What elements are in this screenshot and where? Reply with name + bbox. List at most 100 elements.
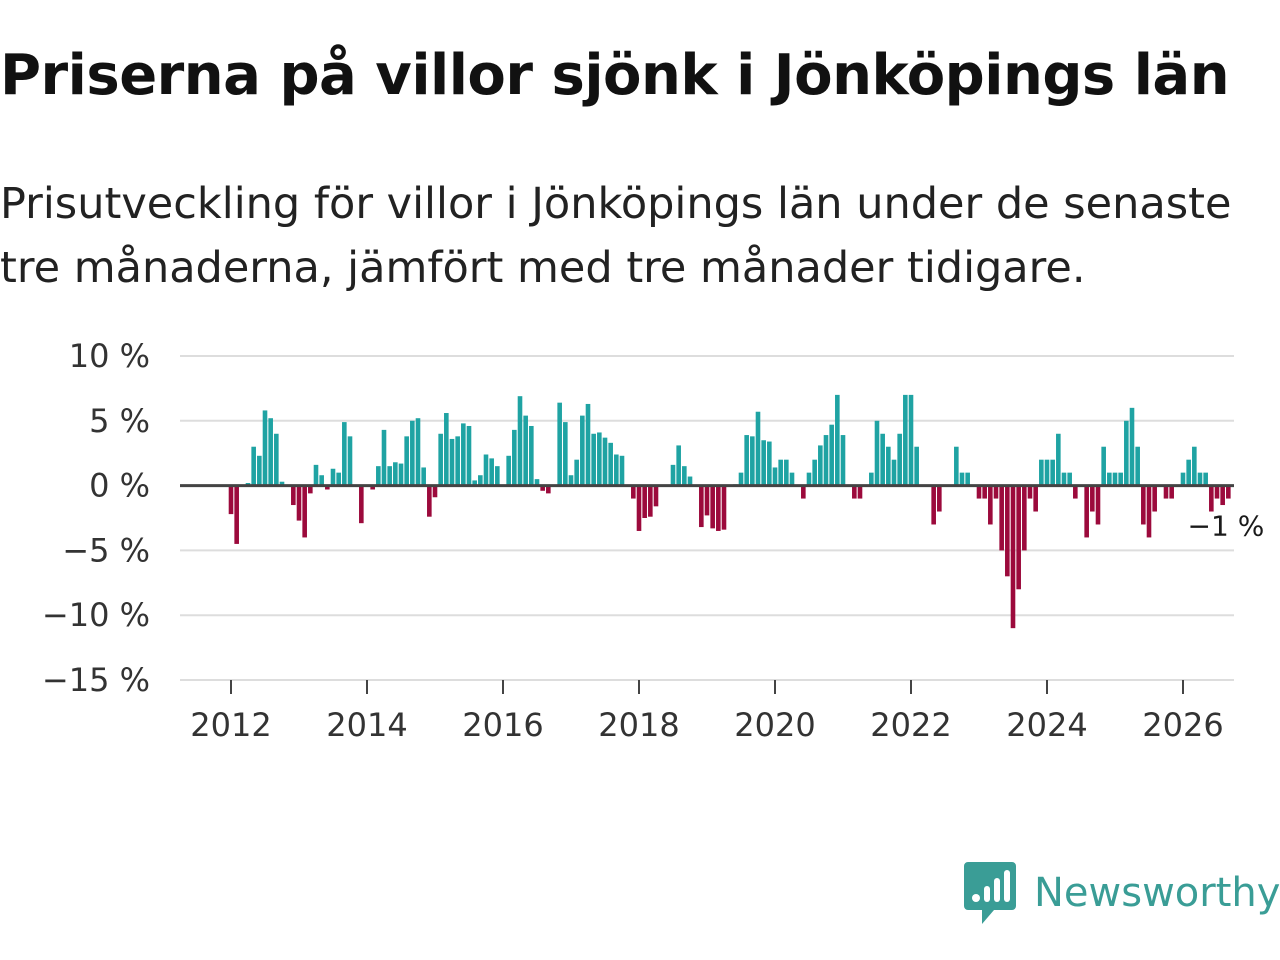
bar <box>444 413 449 486</box>
bar <box>472 480 477 486</box>
bar <box>404 436 409 486</box>
bar <box>228 485 234 515</box>
bar <box>512 429 517 486</box>
bar <box>835 394 840 486</box>
bar <box>682 466 687 486</box>
bar <box>1084 485 1089 538</box>
bar <box>1180 472 1186 486</box>
chart-title: Priserna på villor sjönk i Jönköpings lä… <box>0 43 1230 108</box>
bar <box>1226 485 1231 499</box>
bar <box>438 433 443 486</box>
bar <box>274 433 279 486</box>
bar <box>676 445 681 486</box>
bar <box>704 485 710 516</box>
bar <box>523 415 528 486</box>
bar <box>937 485 942 512</box>
bar <box>568 475 574 486</box>
bar <box>296 485 302 521</box>
bar <box>534 479 540 486</box>
y-tick-label: −5 % <box>62 531 150 569</box>
x-tick-label: 2026 <box>1142 706 1223 740</box>
bar <box>529 425 534 486</box>
bar <box>965 472 970 486</box>
bar <box>699 485 704 528</box>
bar <box>755 411 761 486</box>
bar <box>993 485 999 499</box>
bar <box>574 459 579 486</box>
bar <box>976 485 982 499</box>
brand-name: Newsworthy <box>1034 870 1280 916</box>
bar <box>279 481 285 486</box>
bar <box>313 464 319 486</box>
bar <box>1056 433 1061 486</box>
bar <box>466 425 472 486</box>
bar <box>1152 485 1157 512</box>
bar <box>1135 446 1140 486</box>
bar <box>410 420 415 486</box>
bar <box>716 485 721 531</box>
bar <box>1220 485 1225 506</box>
bar <box>614 454 619 486</box>
newsworthy-logo-icon <box>964 862 1016 924</box>
bar <box>421 467 426 486</box>
x-tick-label: 2020 <box>734 706 815 740</box>
bar <box>302 485 307 538</box>
y-tick-label: 10 % <box>69 337 150 375</box>
bars <box>228 394 1231 629</box>
grid-lines <box>180 355 1234 681</box>
bar <box>461 423 466 486</box>
x-tick-label: 2018 <box>598 706 679 740</box>
x-tick-label: 2022 <box>870 706 951 740</box>
bar <box>1101 446 1106 486</box>
bar <box>670 464 676 486</box>
bar <box>376 466 381 486</box>
bar <box>988 485 993 525</box>
bar <box>829 424 834 486</box>
bar <box>489 458 494 486</box>
bar <box>1203 472 1208 486</box>
bar <box>1095 485 1101 525</box>
bar <box>642 485 647 518</box>
bar <box>262 410 268 486</box>
bar <box>495 466 500 486</box>
bar <box>580 415 585 486</box>
y-tick-label: −10 % <box>42 596 150 634</box>
bar <box>801 485 806 499</box>
bar <box>591 433 596 486</box>
x-tick-label: 2016 <box>462 706 543 740</box>
bar <box>1112 472 1118 486</box>
bar <box>857 485 863 499</box>
bar <box>1146 485 1152 538</box>
bar <box>823 435 829 486</box>
bar <box>1209 485 1214 512</box>
bar <box>931 485 936 525</box>
bar <box>427 485 432 517</box>
bar <box>687 476 693 486</box>
bar <box>852 485 857 499</box>
bar <box>398 463 404 486</box>
bar <box>1022 485 1027 551</box>
bar <box>585 403 591 486</box>
bar <box>415 418 421 486</box>
bar <box>653 485 659 507</box>
bar <box>455 436 460 486</box>
bar <box>903 394 908 486</box>
bar <box>251 446 256 486</box>
brand-logo[interactable]: Newsworthy <box>964 862 1280 924</box>
bar <box>342 422 347 486</box>
bar <box>772 467 778 486</box>
bar <box>432 485 438 498</box>
bar <box>387 466 392 486</box>
bar <box>914 446 919 486</box>
bar <box>319 475 324 486</box>
bar <box>449 438 455 486</box>
bar <box>806 472 812 486</box>
bar <box>1169 485 1174 499</box>
bar <box>234 485 239 544</box>
bar <box>1214 485 1220 499</box>
bar <box>648 485 653 517</box>
bar <box>954 446 959 486</box>
bar <box>308 485 313 494</box>
bar <box>608 442 613 486</box>
bar <box>1027 485 1033 499</box>
